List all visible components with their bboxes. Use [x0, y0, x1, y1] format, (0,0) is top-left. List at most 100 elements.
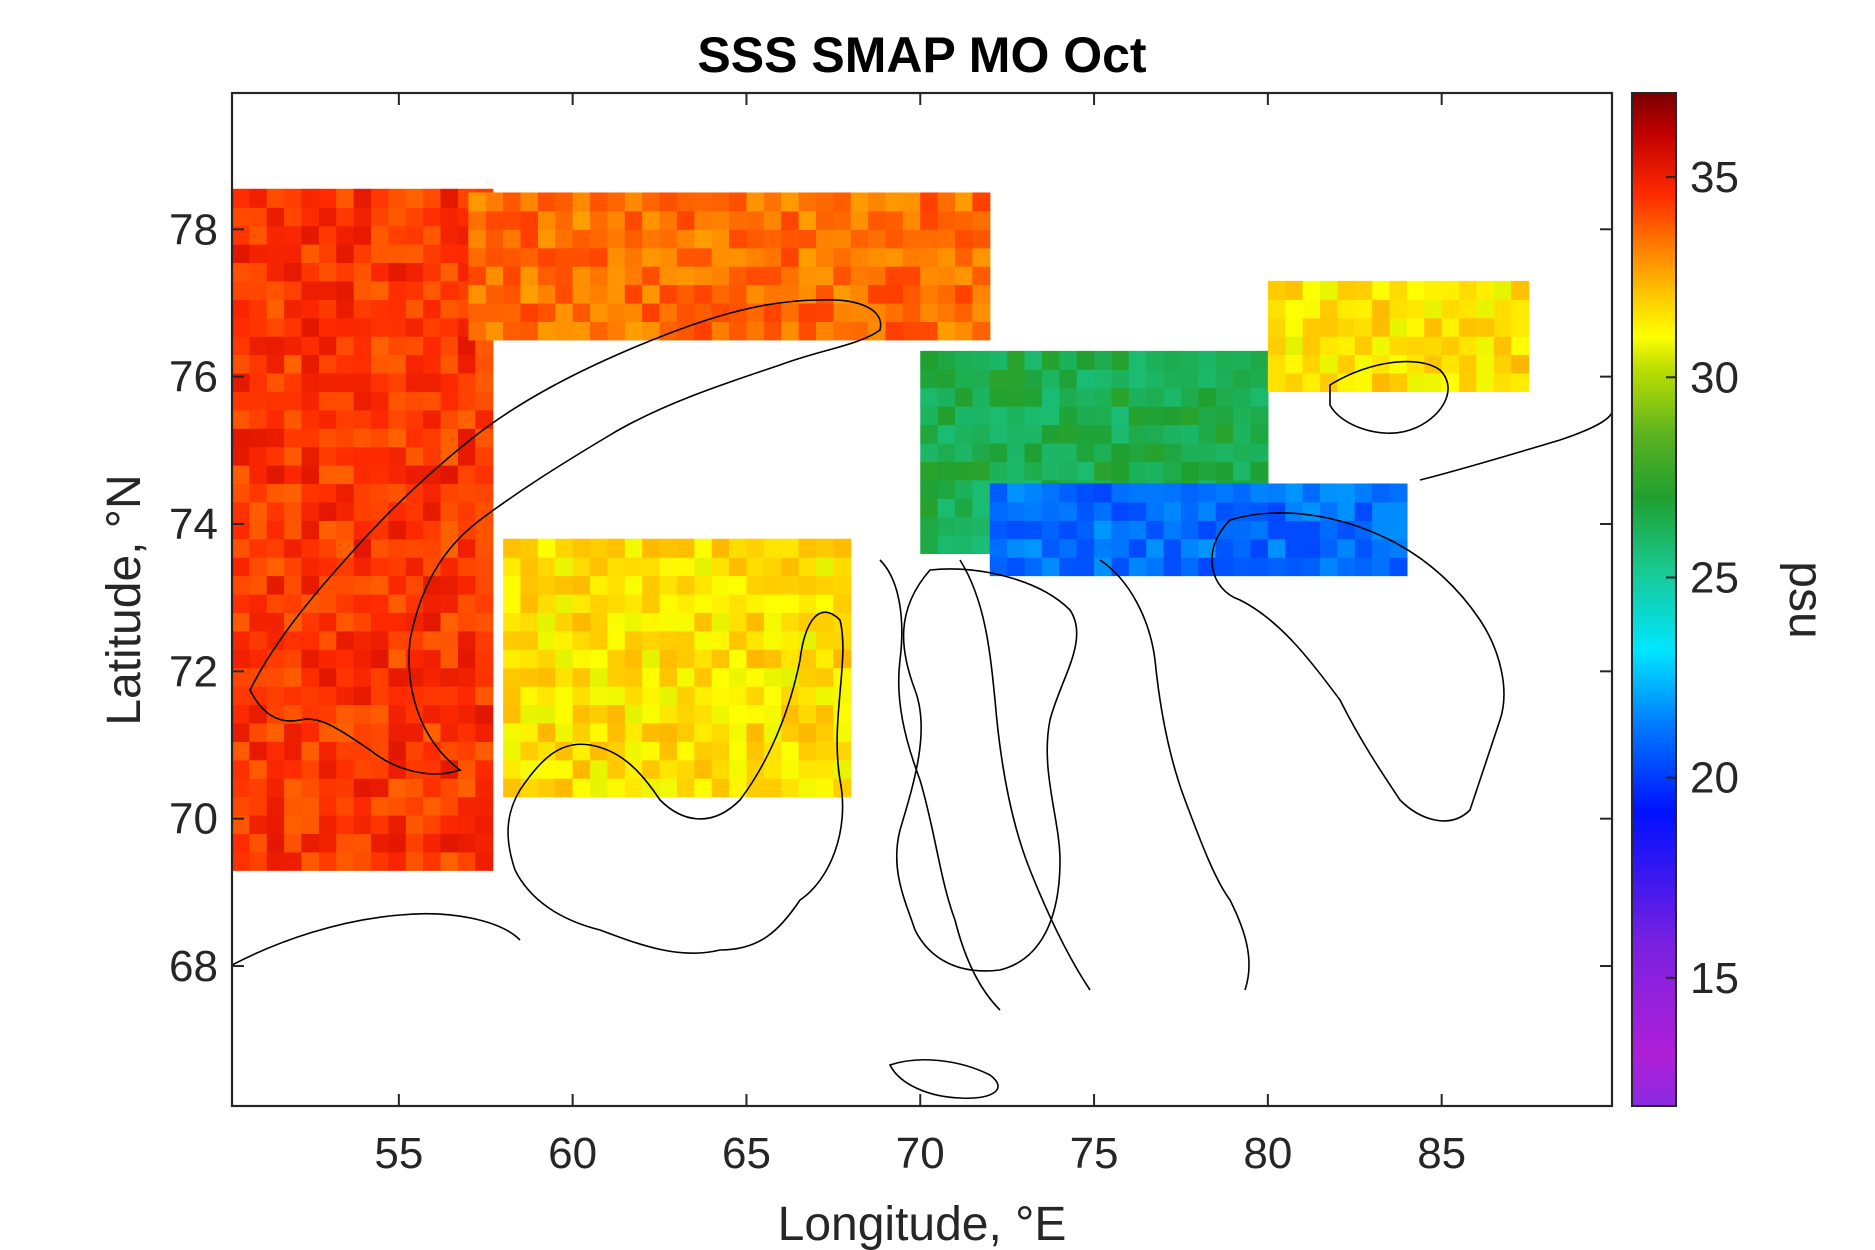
heatmap-cell [937, 498, 956, 518]
heatmap-cell [318, 280, 337, 300]
heatmap-cell [388, 262, 407, 282]
region-northern-kara-barents-shelf [468, 192, 991, 341]
heatmap-cell [249, 409, 268, 429]
heatmap-cell [1302, 501, 1321, 521]
heatmap-cell [920, 535, 939, 555]
heatmap-cell [318, 299, 337, 319]
heatmap-cell [815, 649, 834, 669]
heatmap-cell [902, 192, 921, 212]
heatmap-cell [475, 501, 494, 521]
heatmap-cell [590, 266, 609, 286]
heatmap-cell [868, 284, 887, 304]
heatmap-cell [1215, 483, 1234, 503]
heatmap-cell [353, 207, 372, 227]
heatmap-cell [642, 284, 661, 304]
heatmap-cell [1493, 299, 1512, 319]
heatmap-cell [1302, 317, 1321, 337]
heatmap-cell [232, 759, 250, 779]
heatmap-cell [920, 302, 939, 322]
heatmap-cell [763, 538, 782, 558]
heatmap-cell [1493, 317, 1512, 337]
heatmap-cell [1267, 501, 1286, 521]
heatmap-cell [1285, 280, 1304, 300]
heatmap-cell [353, 188, 372, 208]
heatmap-cell [1146, 424, 1165, 444]
heatmap-cell [1354, 520, 1373, 540]
heatmap-cell [1146, 442, 1165, 462]
heatmap-cell [457, 759, 476, 779]
heatmap-cell [590, 593, 609, 613]
heatmap-cell [353, 317, 372, 337]
heatmap-cell [405, 465, 424, 485]
heatmap-cell [266, 336, 285, 356]
heatmap-cell [440, 391, 459, 411]
heatmap-cell [457, 778, 476, 798]
heatmap-cell [423, 796, 442, 816]
heatmap-cell [1059, 406, 1078, 426]
heatmap-cell [955, 229, 974, 249]
heatmap-cell [503, 649, 522, 669]
heatmap-cell [284, 686, 303, 706]
heatmap-cell [694, 557, 713, 577]
heatmap-cell [676, 575, 695, 595]
heatmap-cell [537, 630, 556, 650]
heatmap-cell [388, 575, 407, 595]
heatmap-cell [336, 409, 355, 429]
heatmap-cell [590, 302, 609, 322]
heatmap-cell [503, 247, 522, 267]
heatmap-cell [1337, 538, 1356, 558]
heatmap-cell [1389, 483, 1408, 503]
heatmap-cell [729, 778, 748, 798]
heatmap-cell [1354, 372, 1373, 392]
heatmap-cell [423, 538, 442, 558]
heatmap-cell [457, 336, 476, 356]
heatmap-cell [833, 759, 852, 779]
heatmap-cell [266, 409, 285, 429]
heatmap-cell [485, 302, 504, 322]
heatmap-cell [520, 284, 539, 304]
yenisei-gulf-outline [1099, 559, 1250, 991]
heatmap-cell [798, 302, 817, 322]
heatmap-cell [798, 667, 817, 687]
heatmap-cell [798, 741, 817, 761]
heatmap-cell [520, 593, 539, 613]
heatmap-cell [1250, 538, 1269, 558]
heatmap-cell [405, 538, 424, 558]
heatmap-cell [555, 302, 574, 322]
heatmap-cell [249, 391, 268, 411]
heatmap-cell [659, 538, 678, 558]
heatmap-cell [405, 280, 424, 300]
heatmap-cell [457, 741, 476, 761]
heatmap-cell [1337, 483, 1356, 503]
heatmap-cell [1476, 317, 1495, 337]
heatmap-cell [711, 210, 730, 230]
heatmap-cell [572, 741, 591, 761]
heatmap-cell [440, 851, 459, 871]
heatmap-cell [266, 188, 285, 208]
heatmap-cell [607, 778, 626, 798]
heatmap-cell [729, 612, 748, 632]
heatmap-cell [284, 299, 303, 319]
heatmap-cell [284, 428, 303, 448]
heatmap-cell [266, 593, 285, 613]
heatmap-cell [555, 192, 574, 212]
heatmap-cell [1163, 406, 1182, 426]
heatmap-cell [1076, 350, 1095, 370]
heatmap-cell [301, 686, 320, 706]
heatmap-cell [440, 244, 459, 264]
heatmap-cell [457, 686, 476, 706]
heatmap-cell [405, 557, 424, 577]
heatmap-cell [572, 649, 591, 669]
heatmap-cell [798, 192, 817, 212]
heatmap-cell [503, 778, 522, 798]
heatmap-cell [423, 372, 442, 392]
heatmap-cell [1146, 369, 1165, 389]
heatmap-cell [232, 704, 250, 724]
heatmap-cell [1128, 501, 1147, 521]
heatmap-cell [1493, 372, 1512, 392]
heatmap-cell [249, 667, 268, 687]
heatmap-cell [284, 667, 303, 687]
heatmap-cell [763, 247, 782, 267]
heatmap-cell [1441, 299, 1460, 319]
heatmap-cell [1389, 501, 1408, 521]
